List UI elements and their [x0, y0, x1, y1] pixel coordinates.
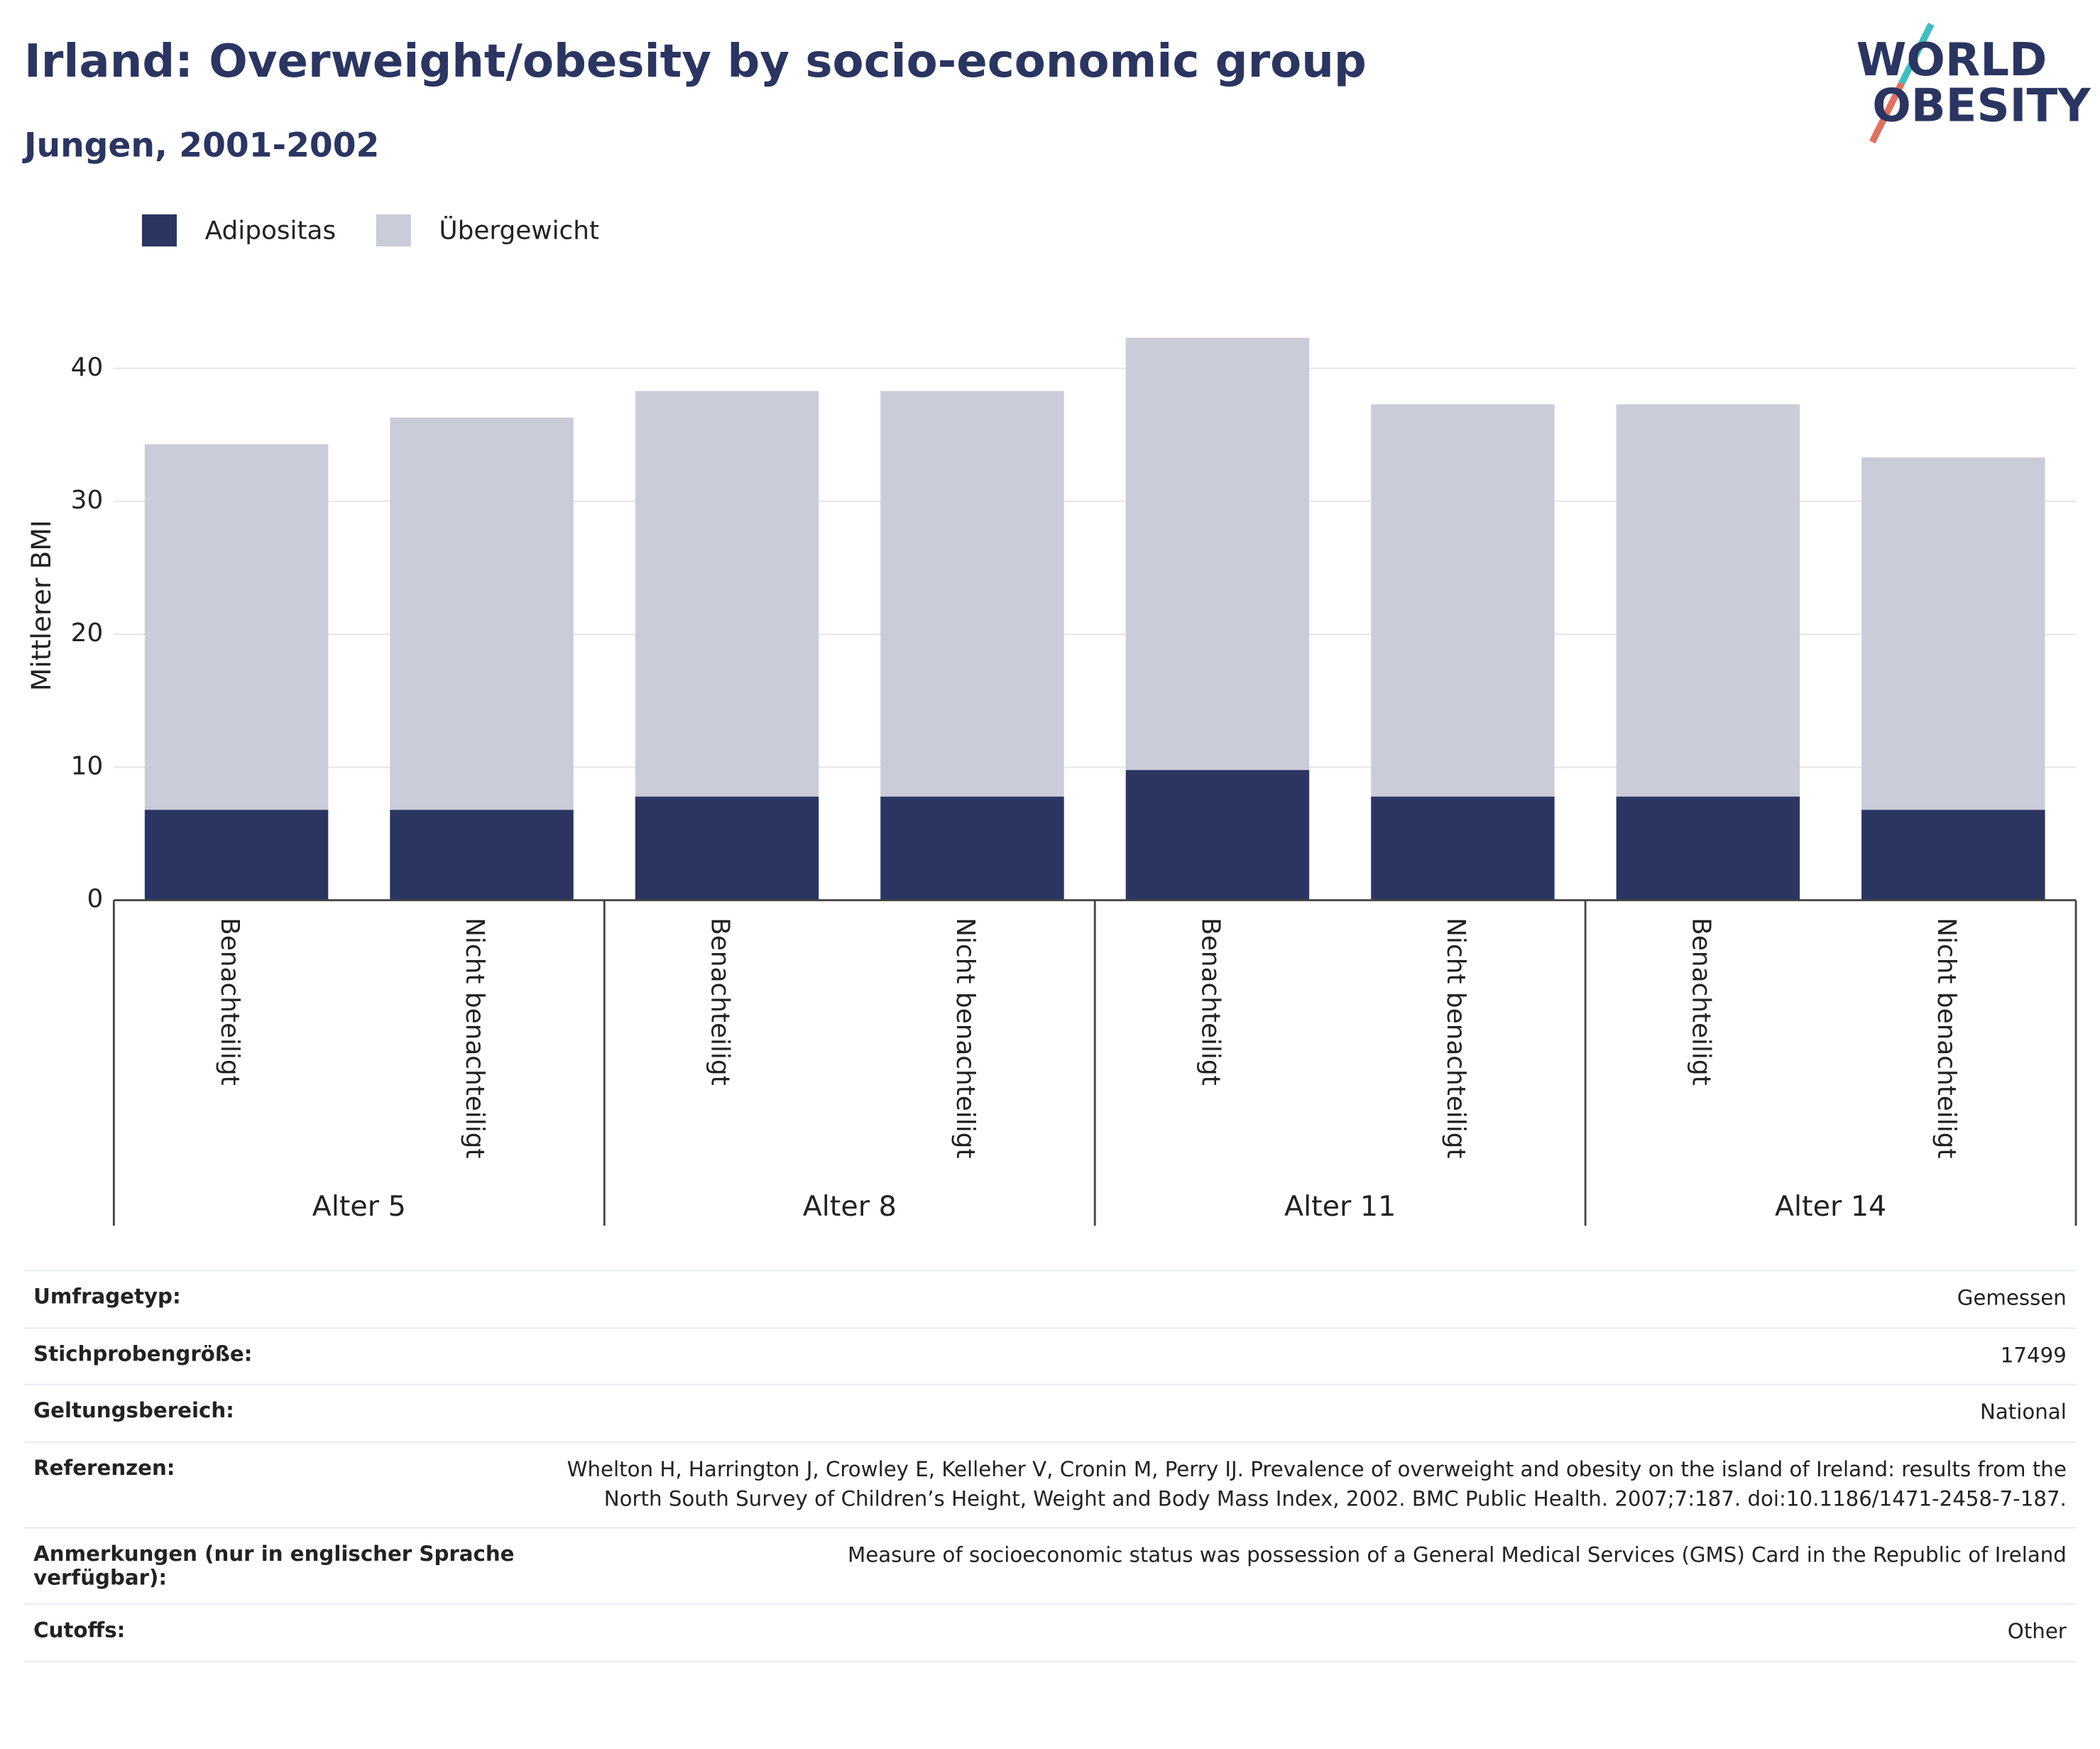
y-tick-label: 0: [87, 885, 103, 914]
logo-text: WORLD: [1856, 33, 2047, 87]
table-value: Measure of socioeconomic status was poss…: [847, 1544, 2067, 1569]
x-tick-label: Nicht benachteiligt: [460, 917, 489, 1158]
bar-segment: [390, 418, 574, 810]
table-value: Gemessen: [1957, 1286, 2067, 1310]
logo-slash: [1869, 81, 1905, 144]
x-tick-label: Benachteiligt: [1196, 917, 1225, 1085]
bar-segment: [1861, 810, 2045, 900]
table: Umfragetyp: Gemessen Stichprobengröße: 1749…: [23, 1270, 2077, 1663]
bar-segment: [635, 391, 819, 797]
table-value: Whelton H, Harrington J, Crowley E, Kell…: [567, 1457, 2067, 1511]
bar-segment: [635, 796, 819, 900]
bar-segment: [1616, 796, 1800, 900]
table-row: Stichprobengröße: 17499: [23, 1326, 2077, 1385]
bar-segment: [1861, 457, 2045, 810]
group-label: Alter 8: [803, 1190, 897, 1223]
chart-subtitle: Jungen, 2001-2002: [22, 126, 379, 165]
table-label: Umfragetyp:: [33, 1285, 181, 1309]
x-tick-label: Benachteiligt: [706, 917, 735, 1085]
bar-segment: [1371, 796, 1555, 900]
y-tick-label: 10: [71, 751, 104, 780]
bar-segment: [390, 810, 574, 900]
table-row: Cutoffs: Other: [23, 1603, 2077, 1663]
bar-segment: [1371, 404, 1555, 797]
x-tick-label: Nicht benachteiligt: [951, 917, 980, 1158]
y-tick-label: 40: [71, 353, 104, 382]
table-label: Referenzen:: [33, 1456, 175, 1481]
table-value: Other: [2007, 1620, 2067, 1645]
x-tick-label: Nicht benachteiligt: [1932, 917, 1961, 1158]
table-row: Umfragetyp: Gemessen: [23, 1270, 2077, 1327]
table-label: Anmerkungen (nur in englischer Sprache v…: [33, 1542, 515, 1591]
bar-segment: [880, 796, 1064, 900]
y-tick-label: 20: [71, 619, 104, 648]
x-tick-label: Benachteiligt: [215, 917, 244, 1085]
table-value: National: [1979, 1400, 2067, 1425]
group-label: Alter 11: [1284, 1190, 1396, 1223]
bar-segment: [880, 391, 1064, 797]
x-tick-label: Benachteiligt: [1687, 917, 1716, 1085]
table-label: Cutoffs:: [33, 1618, 126, 1643]
group-label: Alter 14: [1775, 1190, 1886, 1223]
legend-label: Übergewicht: [439, 215, 599, 245]
bar-segment: [1616, 404, 1800, 797]
table-row: Geltungsbereich: National: [23, 1384, 2077, 1442]
bar-segment: [1125, 770, 1310, 900]
legend-swatch: [376, 214, 411, 247]
table-row: Referenzen: Whelton H, Harrington J, Crow…: [23, 1441, 2077, 1527]
y-axis-label: Mittlerer BMI: [26, 520, 57, 691]
legend-label: Adipositas: [205, 216, 337, 245]
table-row: Anmerkungen (nur in englischer Sprache v…: [23, 1527, 2077, 1604]
x-tick-label: Nicht benachteiligt: [1441, 917, 1470, 1158]
table-label: Stichprobengröße:: [33, 1341, 253, 1366]
table-value: 17499: [2000, 1343, 2067, 1368]
bar-segment: [1125, 337, 1310, 770]
table-label: Geltungsbereich:: [33, 1399, 234, 1424]
logo: WORLD OBESITY: [1856, 22, 2091, 144]
group-label: Alter 5: [312, 1190, 406, 1223]
info-table: Umfragetyp: Gemessen Stichprobengröße: 1749…: [23, 1270, 2077, 1663]
logo-text: OBESITY: [1872, 79, 2091, 132]
bar-segment: [144, 444, 329, 810]
legend-swatch: [141, 214, 177, 247]
y-tick-label: 30: [71, 486, 104, 515]
chart-title: Irland: Overweight/obesity by socio-econ…: [24, 35, 1367, 88]
logo-slash: [1898, 22, 1935, 85]
bar-segment: [144, 810, 329, 900]
